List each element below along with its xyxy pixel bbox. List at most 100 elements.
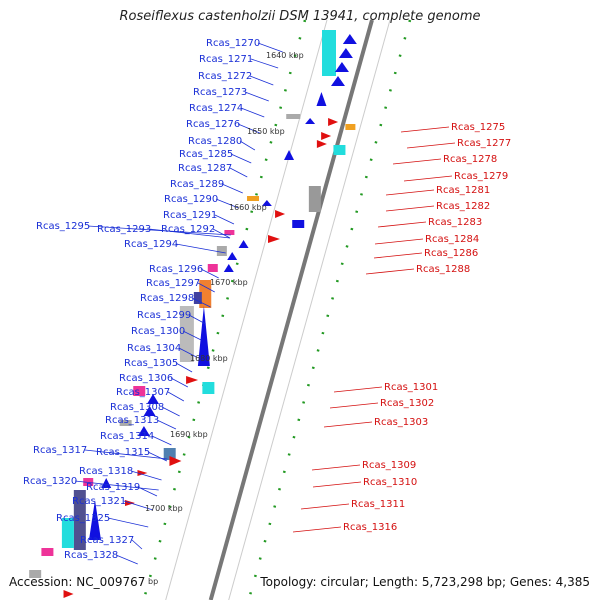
gene-label-left[interactable]: Rcas_1308 xyxy=(110,402,164,413)
leader-line xyxy=(191,297,211,308)
gene-label-left[interactable]: Rcas_1313 xyxy=(105,415,159,426)
gene-arrow-reverse xyxy=(267,235,280,243)
gene-label-right[interactable]: Rcas_1288 xyxy=(416,264,470,275)
leader-line xyxy=(197,282,215,293)
gene-label-left[interactable]: Rcas_1306 xyxy=(119,373,173,384)
gene-label-right[interactable]: Rcas_1302 xyxy=(380,398,434,409)
gene-arrow-forward xyxy=(227,252,238,260)
leader-line xyxy=(182,330,202,341)
leader-line xyxy=(74,480,159,491)
gene-label-right[interactable]: Rcas_1284 xyxy=(425,234,479,245)
gene-label-left[interactable]: Rcas_1321 xyxy=(72,496,126,507)
gene-label-left[interactable]: Rcas_1293 xyxy=(97,224,151,235)
gene-label-left[interactable]: Rcas_1327 xyxy=(80,535,134,546)
leader-line xyxy=(249,75,274,86)
gene-label-left[interactable]: Rcas_1319 xyxy=(86,482,140,493)
gene-label-left[interactable]: Rcas_1289 xyxy=(170,179,224,190)
gene-label-left[interactable]: Rcas_1273 xyxy=(193,87,247,98)
gene-label-right[interactable]: Rcas_1282 xyxy=(436,201,490,212)
leader-line xyxy=(214,214,235,225)
gene-label-left[interactable]: Rcas_1300 xyxy=(131,326,185,337)
right-gene-labels: Rcas_1275 Rcas_1277 Rcas_1278 Rcas_1279 Rcas… xyxy=(292,122,511,533)
leader-line xyxy=(329,402,379,409)
gene-label-left[interactable]: Rcas_1270 xyxy=(206,38,260,49)
gene-label-left[interactable]: Rcas_1314 xyxy=(100,431,154,442)
gene-feature xyxy=(286,114,301,119)
gene-label-right[interactable]: Rcas_1309 xyxy=(362,460,416,471)
gene-label-right[interactable]: Rcas_1301 xyxy=(384,382,438,393)
gene-arrow-reverse xyxy=(321,132,332,140)
gene-label-right[interactable]: Rcas_1275 xyxy=(451,122,505,133)
leader-line xyxy=(385,189,435,196)
kbp-label: 1650 kbp xyxy=(247,127,285,136)
gene-feature xyxy=(333,145,346,155)
gene-feature xyxy=(207,264,218,272)
leader-line xyxy=(151,435,172,446)
gene-label-left[interactable]: Rcas_1285 xyxy=(179,149,233,160)
gene-label-left[interactable]: Rcas_1292 xyxy=(161,224,215,235)
gene-label-left[interactable]: Rcas_1271 xyxy=(199,54,253,65)
gene-feature xyxy=(224,230,235,235)
gene-label-left[interactable]: Rcas_1296 xyxy=(149,264,203,275)
gene-arrow-forward xyxy=(261,200,272,206)
leader-line xyxy=(178,347,197,358)
gene-label-left[interactable]: Rcas_1295 xyxy=(36,221,90,232)
gene-label-left[interactable]: Rcas_1297 xyxy=(146,278,200,289)
leader-line xyxy=(392,158,442,165)
gene-label-left[interactable]: Rcas_1291 xyxy=(163,210,217,221)
gene-label-left[interactable]: Rcas_1317 xyxy=(33,445,87,456)
gene-label-right[interactable]: Rcas_1281 xyxy=(436,185,490,196)
gene-arrow-forward xyxy=(88,500,101,540)
leader-line xyxy=(373,252,423,259)
gene-feature xyxy=(216,246,227,256)
gene-label-right[interactable]: Rcas_1303 xyxy=(374,417,428,428)
gene-feature xyxy=(202,382,215,394)
leader-line xyxy=(215,198,239,209)
leader-line xyxy=(312,481,362,488)
gene-label-right[interactable]: Rcas_1286 xyxy=(424,248,478,259)
leader-line xyxy=(239,140,256,151)
gene-label-left[interactable]: Rcas_1304 xyxy=(127,343,181,354)
gene-label-right[interactable]: Rcas_1277 xyxy=(457,138,511,149)
gene-feature xyxy=(119,420,132,426)
gene-label-left[interactable]: Rcas_1318 xyxy=(79,466,133,477)
gene-label-left[interactable]: Rcas_1328 xyxy=(64,550,118,561)
gene-label-right[interactable]: Rcas_1311 xyxy=(351,499,405,510)
leader-line xyxy=(131,539,143,550)
gene-arrow-reverse xyxy=(169,456,182,466)
gene-label-right[interactable]: Rcas_1283 xyxy=(428,217,482,228)
leader-line xyxy=(244,91,269,102)
gene-label-right[interactable]: Rcas_1310 xyxy=(363,477,417,488)
gene-label-right[interactable]: Rcas_1279 xyxy=(454,171,508,182)
gene-label-left[interactable]: Rcas_1305 xyxy=(124,358,178,369)
gene-label-left[interactable]: Rcas_1290 xyxy=(164,194,218,205)
gene-feature xyxy=(199,280,212,308)
gene-label-left[interactable]: Rcas_1307 xyxy=(116,387,170,398)
gene-label-left[interactable]: Rcas_1299 xyxy=(137,310,191,321)
gene-label-left[interactable]: Rcas_1298 xyxy=(140,293,194,304)
gene-label-left[interactable]: Rcas_1325 xyxy=(56,513,110,524)
leader-line xyxy=(212,228,231,239)
gene-label-left[interactable]: Rcas_1287 xyxy=(178,163,232,174)
gene-label-left[interactable]: Rcas_1320 xyxy=(23,476,77,487)
gene-arrow-forward xyxy=(197,306,210,366)
leader-line xyxy=(406,142,456,149)
leader-line xyxy=(221,183,243,194)
gene-label-right[interactable]: Rcas_1316 xyxy=(343,522,397,533)
gene-label-left[interactable]: Rcas_1276 xyxy=(186,119,240,130)
leader-line xyxy=(175,243,226,254)
gene-label-right[interactable]: Rcas_1278 xyxy=(443,154,497,165)
gene-label-left[interactable]: Rcas_1274 xyxy=(189,103,243,114)
gene-arrow-reverse xyxy=(328,118,339,126)
kbp-label: bp xyxy=(148,577,158,586)
gene-label-left[interactable]: Rcas_1272 xyxy=(198,71,252,82)
gene-label-left[interactable]: Rcas_1294 xyxy=(124,239,178,250)
leader-line xyxy=(147,451,168,462)
gene-arrow-forward xyxy=(316,92,327,106)
leader-line xyxy=(229,167,248,178)
gene-arrow-forward xyxy=(238,240,249,248)
gene-label-left[interactable]: Rcas_1315 xyxy=(96,447,150,458)
leader-line xyxy=(403,175,453,182)
gene-label-left[interactable]: Rcas_1280 xyxy=(188,136,242,147)
